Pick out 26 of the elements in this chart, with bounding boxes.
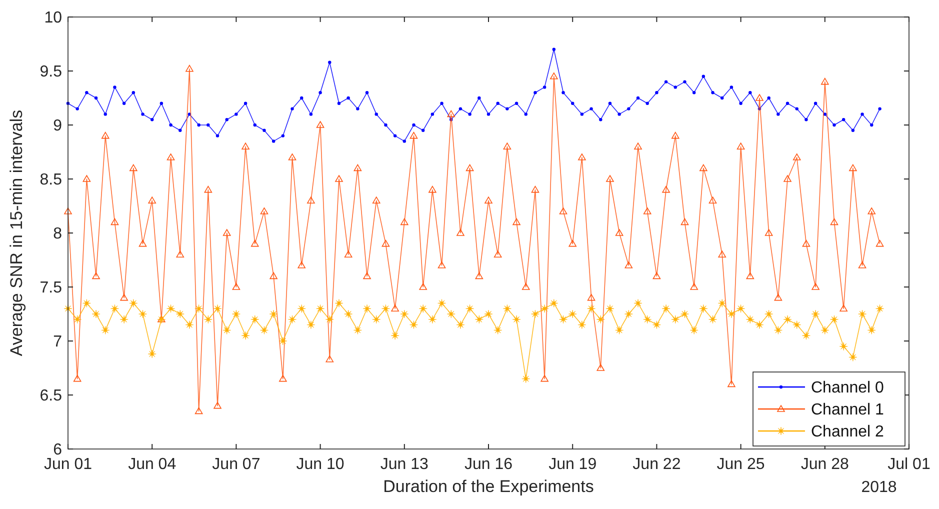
x-tick-label: Jun 16 xyxy=(464,456,513,473)
x-tick-label: Jun 10 xyxy=(296,456,344,473)
y-tick-label: 9.5 xyxy=(40,64,62,81)
y-tick-label: 7.5 xyxy=(40,280,62,297)
legend-label: Channel 2 xyxy=(811,424,884,441)
x-tick-label: Jun 25 xyxy=(716,456,765,473)
x-tick-label: Jun 19 xyxy=(548,456,597,473)
y-tick-label: 6.5 xyxy=(40,388,62,405)
legend-label: Channel 0 xyxy=(811,380,884,397)
y-tick-label: 8.5 xyxy=(40,172,62,189)
y-tick-label: 10 xyxy=(44,10,62,27)
y-tick-label: 6 xyxy=(53,442,62,459)
x-tick-label: Jun 28 xyxy=(800,456,850,473)
x-tick-label: Jun 04 xyxy=(128,456,176,473)
x-tick-label: Jun 07 xyxy=(212,456,260,473)
x-tick-label: Jul 01 xyxy=(888,456,930,473)
x-axis-title: Duration of the Experiments xyxy=(383,477,594,496)
y-axis-title: Average SNR in 15-min intervals xyxy=(7,110,26,356)
text: 2018 xyxy=(861,479,897,496)
y-tick-label: 8 xyxy=(53,226,62,243)
y-tick-label: 7 xyxy=(53,334,62,351)
y-tick-label: 9 xyxy=(53,118,62,135)
x-tick-label: Jun 01 xyxy=(44,456,92,473)
x-tick-label: Jun 13 xyxy=(380,456,429,473)
x-tick-label: Jun 22 xyxy=(632,456,681,473)
legend-label: Channel 1 xyxy=(811,402,884,419)
